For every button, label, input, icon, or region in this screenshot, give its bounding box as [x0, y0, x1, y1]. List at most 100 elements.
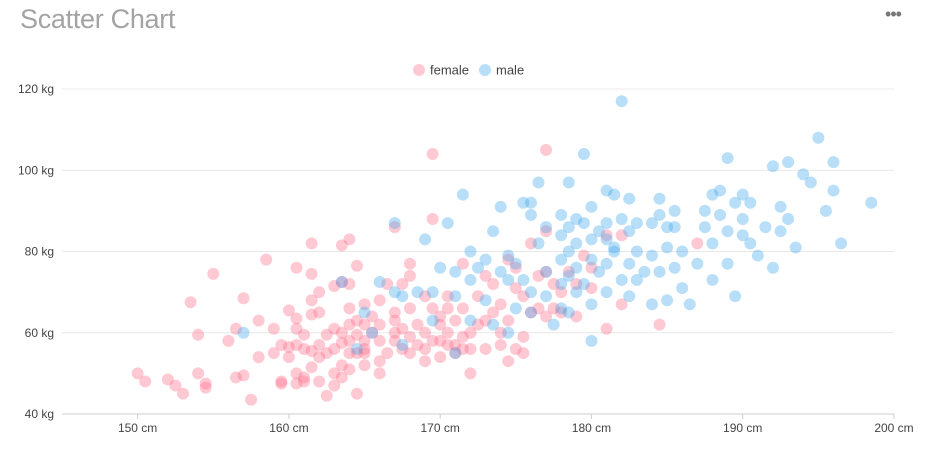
- male-point[interactable]: [653, 208, 666, 221]
- female-point[interactable]: [192, 367, 205, 380]
- male-point[interactable]: [540, 221, 553, 234]
- female-point[interactable]: [540, 143, 553, 156]
- female-point[interactable]: [494, 326, 507, 339]
- female-point[interactable]: [403, 330, 416, 343]
- female-point[interactable]: [585, 282, 598, 295]
- female-point[interactable]: [177, 387, 190, 400]
- male-point[interactable]: [789, 241, 802, 254]
- male-point[interactable]: [782, 213, 795, 225]
- male-point[interactable]: [819, 204, 832, 217]
- male-point[interactable]: [464, 245, 477, 258]
- female-point[interactable]: [396, 343, 409, 355]
- male-point[interactable]: [661, 294, 674, 307]
- female-point[interactable]: [298, 371, 311, 384]
- female-point[interactable]: [350, 314, 363, 327]
- female-point[interactable]: [388, 314, 401, 327]
- male-point[interactable]: [577, 148, 590, 160]
- female-point[interactable]: [282, 304, 295, 317]
- female-point[interactable]: [282, 340, 295, 353]
- female-point[interactable]: [494, 298, 507, 311]
- female-point[interactable]: [267, 347, 280, 360]
- female-point[interactable]: [509, 261, 522, 274]
- female-point[interactable]: [509, 282, 522, 295]
- female-point[interactable]: [600, 229, 613, 242]
- female-point[interactable]: [373, 294, 386, 307]
- female-point[interactable]: [691, 237, 704, 250]
- female-point[interactable]: [419, 355, 432, 368]
- female-point[interactable]: [472, 290, 484, 303]
- male-point[interactable]: [434, 261, 447, 274]
- male-point[interactable]: [804, 176, 817, 189]
- male-point[interactable]: [608, 241, 621, 254]
- female-point[interactable]: [464, 367, 477, 380]
- male-point[interactable]: [388, 286, 401, 299]
- female-point[interactable]: [403, 269, 416, 282]
- female-point[interactable]: [570, 278, 583, 290]
- female-point[interactable]: [305, 361, 318, 374]
- female-point[interactable]: [290, 338, 303, 351]
- female-point[interactable]: [290, 322, 303, 335]
- male-point[interactable]: [774, 225, 787, 238]
- male-point[interactable]: [570, 286, 583, 299]
- female-point[interactable]: [434, 318, 447, 331]
- female-point[interactable]: [426, 148, 439, 160]
- male-point[interactable]: [517, 196, 530, 209]
- female-point[interactable]: [502, 253, 515, 266]
- male-point[interactable]: [736, 213, 749, 225]
- female-point[interactable]: [328, 379, 341, 392]
- female-point[interactable]: [547, 302, 560, 315]
- male-point[interactable]: [623, 257, 636, 270]
- female-point[interactable]: [366, 310, 379, 323]
- female-point[interactable]: [615, 229, 628, 242]
- female-point[interactable]: [449, 314, 462, 327]
- female-point[interactable]: [282, 351, 295, 364]
- female-point[interactable]: [517, 290, 530, 303]
- female-point[interactable]: [343, 278, 356, 290]
- male-point[interactable]: [615, 213, 628, 225]
- male-point[interactable]: [487, 318, 500, 331]
- female-point[interactable]: [328, 367, 341, 380]
- male-point[interactable]: [736, 188, 749, 201]
- male-point[interactable]: [668, 261, 681, 274]
- male-point[interactable]: [472, 261, 484, 274]
- male-point[interactable]: [729, 196, 742, 209]
- female-point[interactable]: [343, 347, 356, 360]
- female-point[interactable]: [358, 347, 371, 360]
- male-point[interactable]: [744, 237, 757, 250]
- male-point[interactable]: [600, 257, 613, 270]
- male-point[interactable]: [426, 286, 439, 299]
- female-point[interactable]: [434, 334, 447, 347]
- male-point[interactable]: [532, 176, 545, 189]
- male-point[interactable]: [645, 249, 658, 262]
- female-point[interactable]: [411, 318, 424, 331]
- female-point[interactable]: [441, 338, 454, 351]
- female-point[interactable]: [388, 306, 401, 319]
- female-point[interactable]: [577, 249, 590, 262]
- female-point[interactable]: [426, 213, 439, 225]
- female-point[interactable]: [343, 363, 356, 376]
- male-point[interactable]: [593, 265, 606, 278]
- male-point[interactable]: [449, 290, 462, 303]
- female-point[interactable]: [388, 334, 401, 347]
- male-point[interactable]: [585, 233, 598, 246]
- male-point[interactable]: [797, 168, 810, 181]
- female-point[interactable]: [419, 326, 432, 339]
- male-point[interactable]: [706, 273, 719, 286]
- female-point[interactable]: [350, 387, 363, 400]
- male-point[interactable]: [464, 314, 477, 327]
- male-point[interactable]: [827, 156, 840, 169]
- male-point[interactable]: [729, 290, 742, 303]
- male-point[interactable]: [645, 217, 658, 230]
- female-point[interactable]: [305, 267, 318, 280]
- female-point[interactable]: [298, 343, 311, 355]
- female-point[interactable]: [229, 371, 242, 384]
- female-point[interactable]: [479, 343, 492, 355]
- female-point[interactable]: [328, 343, 341, 355]
- male-point[interactable]: [555, 278, 568, 290]
- male-point[interactable]: [600, 286, 613, 299]
- chart-legend[interactable]: female male: [413, 63, 524, 78]
- female-point[interactable]: [532, 269, 545, 282]
- female-point[interactable]: [335, 371, 348, 384]
- female-point[interactable]: [192, 328, 205, 341]
- female-point[interactable]: [396, 278, 409, 290]
